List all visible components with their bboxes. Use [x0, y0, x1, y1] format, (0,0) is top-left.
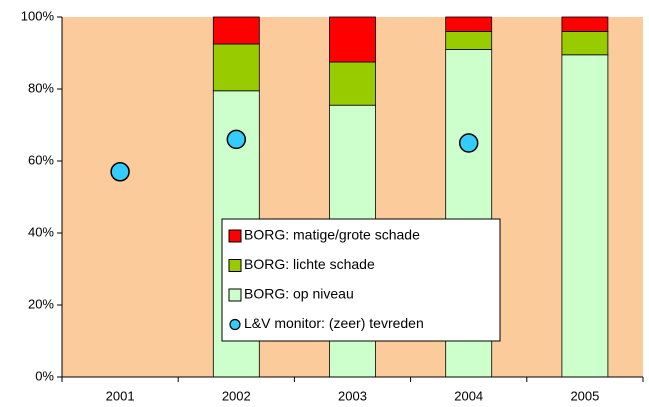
y-tick-label: 0%	[35, 368, 54, 383]
legend-marker	[228, 288, 242, 302]
x-tick-label: 2004	[454, 388, 483, 403]
legend-box	[221, 218, 501, 342]
legend-label: BORG: op niveau	[244, 286, 354, 302]
bar-segment	[212, 16, 260, 45]
point	[110, 162, 130, 182]
bar-segment	[561, 54, 609, 378]
y-tick-label: 100%	[21, 8, 55, 23]
point	[226, 129, 247, 150]
legend-label: L&V monitor: (zeer) tevreden	[244, 315, 424, 331]
y-tick-label: 80%	[28, 80, 54, 95]
legend-label: BORG: lichte schade	[244, 256, 375, 272]
bar-segment	[212, 43, 260, 92]
bar-segment	[329, 16, 376, 63]
legend: BORG: matige/grote schade BORG: lichte sc…	[221, 218, 501, 342]
x-tick-label: 2005	[570, 388, 599, 403]
legend-marker	[228, 259, 242, 272]
legend-marker	[228, 229, 242, 243]
bar-segment	[445, 30, 493, 50]
y-tick-label: 20%	[28, 296, 54, 311]
x-tick-label: 2001	[106, 388, 135, 403]
x-tick-label: 2003	[338, 388, 367, 403]
bar-segment	[561, 16, 609, 32]
bar-segment	[445, 16, 493, 32]
x-tick-label: 2002	[222, 388, 251, 403]
y-tick-label: 40%	[28, 224, 54, 239]
bar-segment	[329, 61, 376, 106]
y-tick-label: 60%	[28, 152, 54, 167]
legend-marker	[229, 318, 241, 331]
legend-label: BORG: matige/grote schade	[244, 227, 420, 243]
bar-segment	[561, 30, 609, 56]
point	[458, 133, 479, 153]
